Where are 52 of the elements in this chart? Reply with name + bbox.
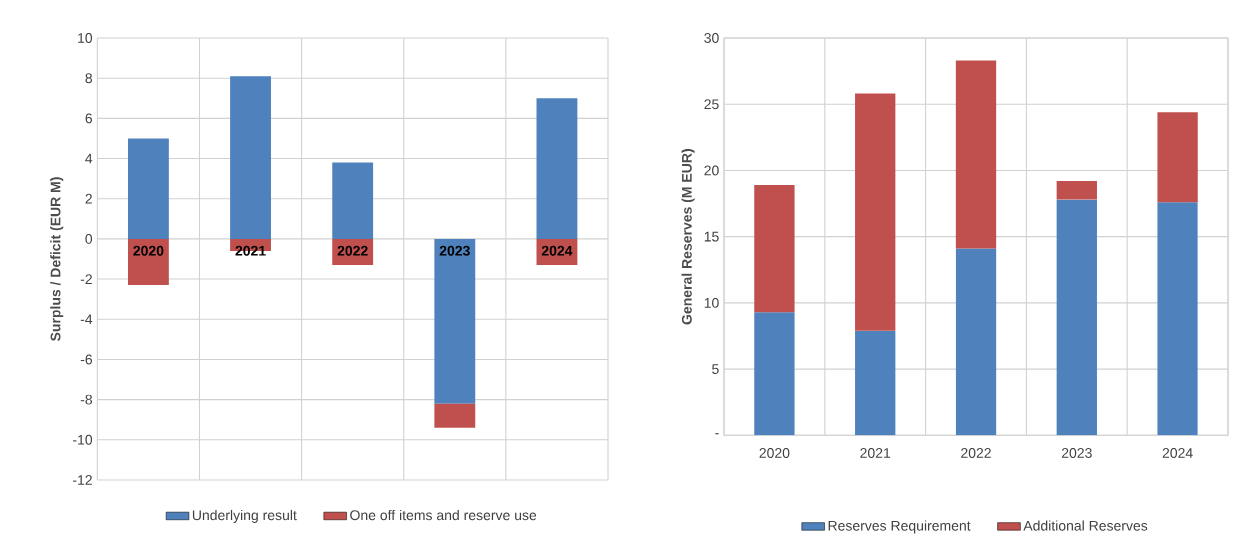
y-tick-label: 4	[85, 153, 93, 164]
bar	[127, 138, 169, 239]
x-tick-label: 2021	[235, 245, 266, 256]
legend-label: Underlying result	[192, 509, 297, 523]
y-tick-label: -	[715, 433, 719, 435]
bar	[434, 403, 476, 428]
bar	[332, 162, 374, 239]
x-tick-label: 2023	[439, 245, 470, 256]
bar	[955, 248, 997, 436]
y-tick-label: -4	[80, 314, 93, 325]
x-tick-label: 2022	[961, 448, 991, 458]
bar	[1157, 112, 1198, 203]
y-tick-label: -8	[80, 394, 93, 405]
y-tick-label: 20	[704, 165, 719, 176]
bar	[1056, 199, 1097, 436]
y-tick-label: 15	[704, 231, 719, 242]
bar	[754, 312, 795, 436]
y-tick-label: 6	[85, 113, 93, 124]
x-tick-label: 2024	[1162, 448, 1193, 458]
y-tick-label: -2	[80, 274, 92, 284]
bar	[536, 98, 578, 239]
bar	[955, 60, 997, 249]
x-tick-label: 2021	[860, 448, 891, 458]
x-tick-label: 2024	[541, 245, 573, 256]
bar	[230, 76, 271, 239]
y-tick-label: 8	[85, 73, 93, 84]
bar	[434, 238, 476, 404]
y-tick-label: 10	[704, 297, 719, 308]
y-tick-label: -6	[80, 354, 93, 365]
y-axis-title: Surplus / Deficit (EUR M)	[50, 177, 64, 342]
bar	[855, 93, 896, 331]
bar	[855, 330, 896, 436]
y-tick-label: 0	[85, 233, 93, 244]
x-tick-label: 2020	[133, 245, 164, 256]
x-tick-label: 2020	[759, 448, 790, 458]
y-tick-label: -12	[73, 475, 92, 485]
y-tick-label: -10	[73, 434, 93, 445]
y-tick-label: 2	[85, 193, 92, 204]
legend-label: One off items and reserve use	[350, 509, 537, 521]
y-axis-title: General Reserves (M EUR)	[681, 149, 695, 325]
bar	[1157, 202, 1198, 436]
bar	[127, 238, 169, 286]
legend-label: Additional Reserves	[1023, 520, 1148, 531]
x-tick-label: 2022	[337, 245, 368, 256]
y-tick-label: 30	[704, 33, 719, 43]
bar	[1056, 181, 1097, 200]
x-tick-label: 2023	[1061, 448, 1092, 458]
legend-label: Reserves Requirement	[828, 520, 971, 534]
bar	[754, 185, 795, 313]
y-tick-label: 10	[78, 33, 93, 43]
y-tick-label: 25	[704, 99, 719, 110]
y-tick-label: 5	[712, 364, 719, 374]
